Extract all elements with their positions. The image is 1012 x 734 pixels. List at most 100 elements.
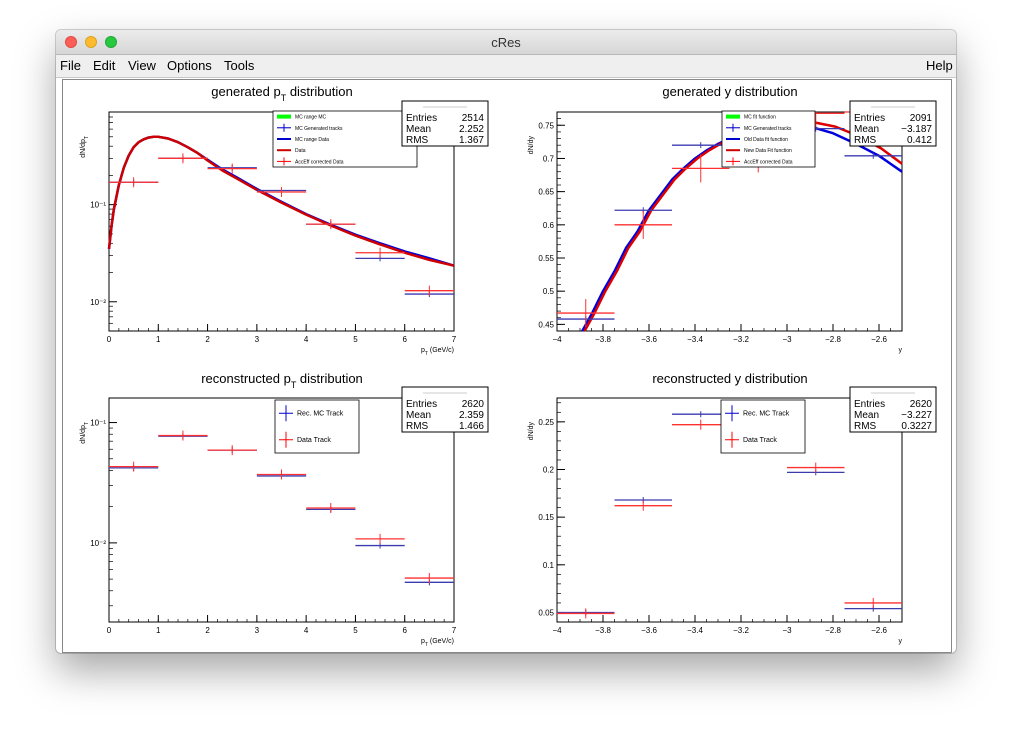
stats-label: RMS — [854, 135, 877, 146]
legend-label: AccEff corrected Data — [295, 159, 344, 165]
window-title: cRes — [491, 35, 521, 50]
legend: Rec. MC Track Data Track — [274, 399, 360, 454]
menu-bar: File Edit View Options Tools Help — [56, 55, 956, 78]
y-tick-label: 0.2 — [543, 465, 555, 474]
menu-file[interactable]: File — [60, 58, 81, 73]
x-tick-label: 5 — [353, 335, 358, 344]
y-axis-label-main: dN/dp — [80, 425, 87, 444]
stats-label: Entries — [406, 399, 437, 410]
x-tick-label: 5 — [353, 626, 358, 635]
stats-label: RMS — [406, 135, 429, 146]
stats-label: Mean — [406, 124, 431, 135]
y-tick-label: 0.15 — [538, 513, 554, 522]
x-tick-label: −3 — [782, 335, 792, 344]
x-tick-label: −3.4 — [687, 335, 703, 344]
stats-box-frame — [401, 386, 489, 433]
legend-box — [274, 399, 360, 454]
root-canvas[interactable]: 0 1 2 3 4 5 6 7 10⁻¹ 10⁻² generated pT distributio… — [62, 79, 952, 653]
x-axis-label-main: p — [421, 638, 425, 645]
y-tick-label: 0.1 — [543, 561, 555, 570]
y-tick-label: 0.6 — [543, 221, 555, 230]
stats-label: Entries — [854, 399, 885, 410]
x-tick-label: −3.2 — [733, 335, 749, 344]
x-tick-label: 0 — [107, 335, 112, 344]
stats-box: Entries 2620 Mean −3.227 RMS 0.3227 — [849, 386, 937, 433]
minimize-window-button[interactable] — [85, 36, 97, 48]
stats-value: −3.187 — [901, 124, 932, 135]
plot-title: reconstructed pT distribution — [201, 371, 363, 390]
legend-label: MC Generated tracks — [744, 126, 792, 132]
plot-title-sub: T — [281, 93, 287, 103]
x-tick-label: −3.6 — [641, 335, 657, 344]
legend-label: Data Track — [743, 437, 777, 444]
stats-value: 0.3227 — [901, 421, 932, 432]
plot-pad-4: −4 −3.8 −3.6 −3.4 −3.2 −3 −2.8 −2.6 0.05 0.1 0.15 0… — [528, 371, 937, 645]
y-tick-label: 0.5 — [543, 287, 555, 296]
x-axis-label: pT (GeV/c) — [421, 638, 454, 648]
stats-label: RMS — [854, 421, 877, 432]
menu-view[interactable]: View — [128, 58, 156, 73]
y-axis-label-main: dN/dy — [528, 136, 535, 155]
stats-label: Entries — [406, 113, 437, 124]
y-axis-label: dN/dy — [528, 422, 535, 441]
x-tick-label: 2 — [205, 335, 210, 344]
menu-edit[interactable]: Edit — [93, 58, 116, 73]
stats-label: RMS — [406, 421, 429, 432]
plot-title: generated pT distribution — [211, 84, 352, 103]
legend: MC fit function MC Generated tracks Old Da… — [721, 110, 816, 168]
plot-title-main: reconstructed y distribution — [652, 371, 807, 386]
x-axis-label: pT (GeV/c) — [421, 347, 454, 357]
app-window: cRes File Edit View Options Tools Help 0… — [56, 30, 956, 653]
legend-box — [720, 399, 806, 454]
y-tick-label: 0.05 — [538, 608, 554, 617]
legend-label: New Data Fit function — [744, 148, 792, 154]
x-tick-label: 6 — [402, 335, 407, 344]
plot-title-main: generated y distribution — [662, 84, 797, 99]
plot-title-main: generated p — [211, 84, 280, 99]
legend-label: MC range MC — [295, 115, 327, 121]
x-axis-label-suffix: (GeV/c) — [428, 638, 454, 645]
menu-tools[interactable]: Tools — [224, 58, 255, 73]
y-tick-label: 0.75 — [538, 121, 554, 130]
x-axis-label-main: y — [899, 638, 903, 645]
stats-box-frame — [849, 100, 937, 147]
x-tick-label: −2.6 — [871, 335, 887, 344]
close-window-button[interactable] — [65, 36, 77, 48]
legend-label: Rec. MC Track — [743, 410, 790, 417]
y-tick-label: 0.7 — [543, 154, 555, 163]
y-tick-label: 0.25 — [538, 418, 554, 427]
title-bar: cRes — [56, 30, 956, 55]
menu-options[interactable]: Options — [167, 58, 212, 73]
menu-help[interactable]: Help — [926, 58, 953, 73]
stats-label: Mean — [854, 124, 879, 135]
x-tick-label: 7 — [452, 626, 457, 635]
y-axis-label-sub: T — [84, 136, 90, 139]
x-tick-label: 3 — [255, 626, 260, 635]
y-tick-label: 0.65 — [538, 188, 554, 197]
y-axis-label-sub: T — [84, 422, 90, 425]
x-tick-label: 4 — [304, 626, 309, 635]
x-tick-label: 3 — [255, 335, 260, 344]
stats-label: Mean — [854, 410, 879, 421]
plot-title: generated y distribution — [662, 84, 797, 99]
x-tick-label: −3.8 — [595, 335, 611, 344]
plot-title-main: reconstructed p — [201, 371, 291, 386]
y-tick-label: 10⁻¹ — [90, 201, 106, 210]
plot-pad-2: −4 −3.8 −3.6 −3.4 −3.2 −3 −2.8 −2.6 0.45 0.5 0.55 0… — [528, 84, 937, 354]
x-tick-label: 6 — [402, 626, 407, 635]
x-tick-label: −3.2 — [733, 626, 749, 635]
y-tick-label: 0.55 — [538, 254, 554, 263]
zoom-window-button[interactable] — [105, 36, 117, 48]
x-tick-label: −4 — [552, 626, 562, 635]
legend-label: MC range Data — [295, 137, 329, 143]
y-axis-label: dN/dy — [528, 136, 535, 155]
y-axis-label: dN/dpT — [80, 422, 90, 444]
legend-swatch — [277, 114, 291, 119]
stats-value: 1.367 — [459, 135, 484, 146]
stats-value: 1.466 — [459, 421, 484, 432]
plot-title-suffix: distribution — [296, 371, 362, 386]
x-axis-label-suffix: (GeV/c) — [428, 347, 454, 354]
fit-curve-2 — [583, 120, 903, 332]
